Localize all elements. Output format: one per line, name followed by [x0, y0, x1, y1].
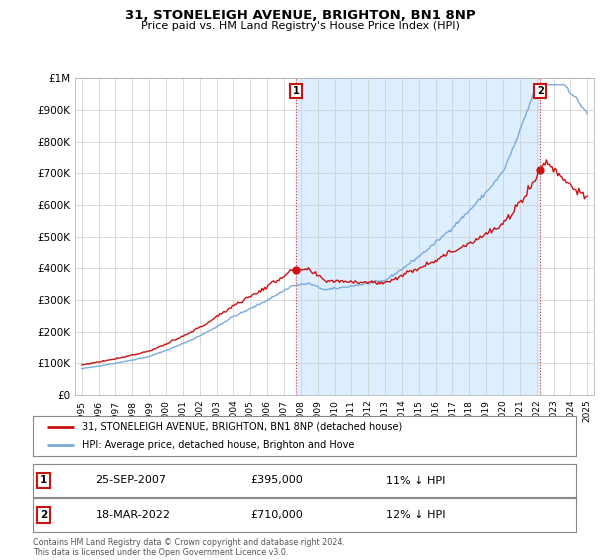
- Text: 31, STONELEIGH AVENUE, BRIGHTON, BN1 8NP (detached house): 31, STONELEIGH AVENUE, BRIGHTON, BN1 8NP…: [82, 422, 402, 432]
- Text: 18-MAR-2022: 18-MAR-2022: [95, 510, 170, 520]
- Text: £710,000: £710,000: [250, 510, 303, 520]
- Text: HPI: Average price, detached house, Brighton and Hove: HPI: Average price, detached house, Brig…: [82, 440, 354, 450]
- Text: 2: 2: [40, 510, 47, 520]
- Bar: [296, 78, 540, 395]
- Text: 25-SEP-2007: 25-SEP-2007: [95, 475, 166, 486]
- Text: 12% ↓ HPI: 12% ↓ HPI: [386, 510, 445, 520]
- Text: 2: 2: [537, 86, 544, 96]
- Text: £395,000: £395,000: [250, 475, 303, 486]
- Text: 31, STONELEIGH AVENUE, BRIGHTON, BN1 8NP: 31, STONELEIGH AVENUE, BRIGHTON, BN1 8NP: [125, 9, 475, 22]
- Text: Price paid vs. HM Land Registry's House Price Index (HPI): Price paid vs. HM Land Registry's House …: [140, 21, 460, 31]
- Text: 1: 1: [40, 475, 47, 486]
- Text: Contains HM Land Registry data © Crown copyright and database right 2024.
This d: Contains HM Land Registry data © Crown c…: [33, 538, 345, 557]
- Text: 1: 1: [293, 86, 299, 96]
- Text: 11% ↓ HPI: 11% ↓ HPI: [386, 475, 445, 486]
